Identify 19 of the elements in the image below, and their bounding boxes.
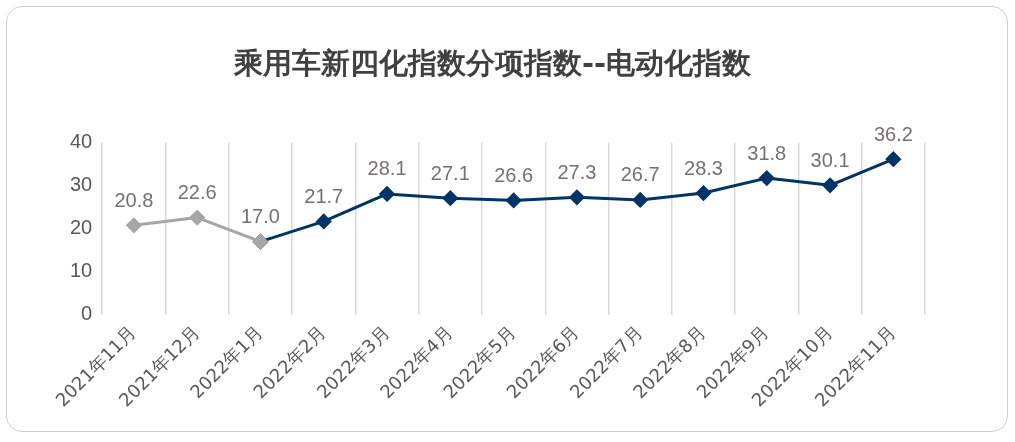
data-label: 21.7 [304, 184, 344, 207]
y-tick-label: 30 [70, 173, 93, 196]
data-label: 20.8 [114, 188, 154, 211]
chart-title: 乘用车新四化指数分项指数--电动化指数 [232, 45, 753, 80]
data-label: 27.1 [430, 161, 470, 184]
data-label: 26.6 [494, 163, 534, 186]
data-label: 28.1 [367, 157, 407, 180]
y-tick-label: 40 [70, 130, 93, 153]
y-tick-label: 10 [70, 259, 93, 282]
data-label: 30.1 [810, 148, 850, 171]
y-tick-label: 0 [81, 302, 93, 325]
y-tick-label: 20 [70, 216, 93, 239]
data-label: 26.7 [620, 163, 660, 186]
data-label: 36.2 [873, 122, 913, 145]
data-label: 27.3 [557, 160, 597, 183]
data-label: 28.3 [684, 156, 723, 179]
data-label: 22.6 [177, 181, 217, 204]
data-label: 17.0 [241, 205, 280, 228]
data-label: 31.8 [747, 141, 787, 164]
